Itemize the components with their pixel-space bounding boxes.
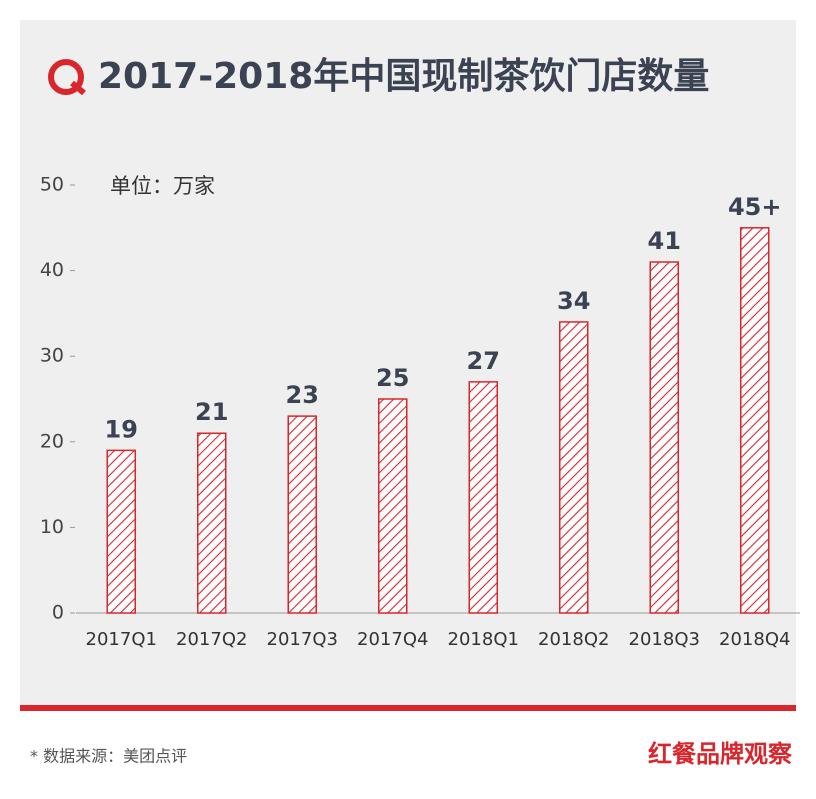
bar — [287, 415, 317, 614]
y-tick-label: 10 — [40, 516, 64, 538]
bar — [559, 321, 589, 614]
bar — [378, 398, 408, 614]
x-tick-label: 2018Q3 — [629, 629, 700, 650]
x-tick-label: 2017Q4 — [357, 629, 428, 650]
y-tick-label: 20 — [40, 430, 64, 452]
x-tick-label: 2017Q3 — [267, 629, 338, 650]
bar — [649, 261, 679, 614]
x-tick-label: 2018Q4 — [719, 629, 790, 650]
unit-label: 单位：万家 — [110, 174, 215, 198]
x-tick-label: 2017Q2 — [176, 629, 247, 650]
logo-icon — [48, 59, 86, 96]
x-tick-label: 2018Q1 — [448, 629, 519, 650]
divider — [20, 705, 796, 711]
data-label: 21 — [195, 398, 228, 426]
y-tick-label: 30 — [40, 345, 64, 367]
bar — [468, 381, 498, 614]
data-label: 19 — [105, 415, 138, 443]
data-label: 41 — [648, 227, 681, 255]
x-tick-label: 2017Q1 — [86, 629, 157, 650]
brand-logo: 红餐品牌观察 — [648, 740, 793, 768]
source-note: * 数据来源：美团点评 — [30, 747, 187, 766]
chart-title: 2017-2018年中国现制茶饮门店数量 — [98, 56, 709, 97]
data-label: 23 — [286, 381, 319, 409]
data-label: 27 — [467, 347, 500, 375]
bar — [740, 227, 770, 614]
bar — [106, 449, 136, 614]
y-tick-label: 40 — [40, 259, 64, 281]
x-tick-label: 2018Q2 — [538, 629, 609, 650]
chart-panel — [20, 20, 796, 705]
data-label: 34 — [557, 287, 590, 315]
y-tick-label: 50 — [40, 174, 64, 196]
data-label: 25 — [376, 364, 409, 392]
data-label: 45+ — [728, 193, 782, 221]
bar — [197, 432, 227, 614]
y-tick-label: 0 — [52, 602, 64, 624]
